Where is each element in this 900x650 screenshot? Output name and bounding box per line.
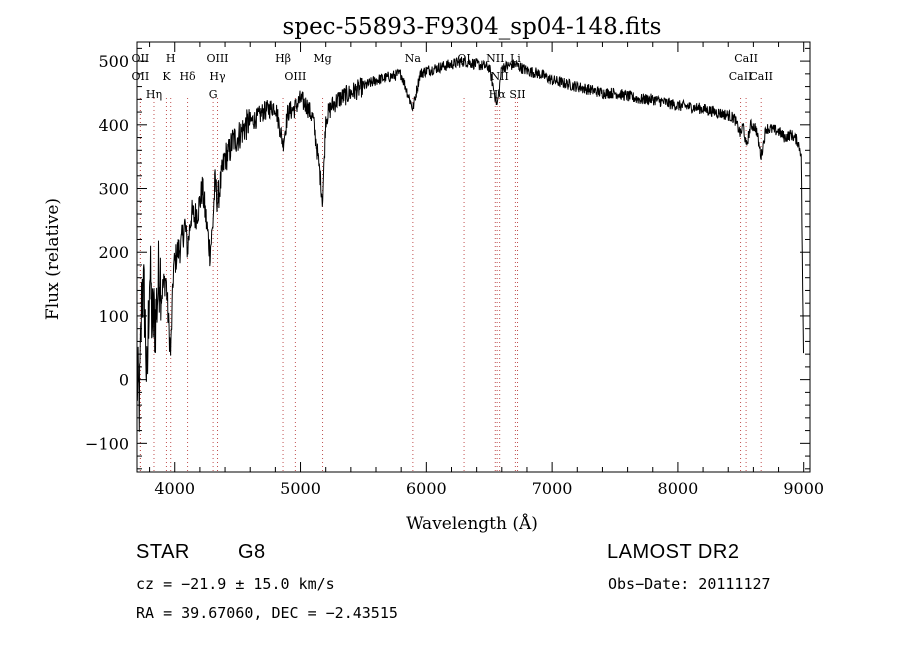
x-tick-label: 4000 [154, 479, 195, 498]
plot-frame [136, 41, 811, 473]
spectral-line-label: Li [510, 52, 521, 65]
spectral-line-label: H [166, 52, 176, 65]
observation-date: Obs−Date: 20111127 [608, 575, 771, 593]
redshift-velocity: cz = −21.9 ± 15.0 km/s [136, 575, 335, 593]
spectral-line-label: Mg [313, 52, 331, 65]
y-axis-label: Flux (relative) [43, 198, 63, 320]
y-tick-label: 200 [98, 243, 129, 262]
spectral-line-label: CaII [749, 70, 773, 83]
spectral-line-label: NII [491, 70, 509, 83]
y-tick-label: 0 [119, 371, 129, 390]
object-subclass: G8 [238, 541, 266, 563]
coordinates: RA = 39.67060, DEC = −2.43515 [136, 604, 398, 622]
x-axis-label: Wavelength (Å) [406, 513, 538, 534]
spectral-line-label: NII [486, 52, 504, 65]
spectral-line-label: Hβ [275, 52, 291, 65]
y-tick-label: 300 [98, 180, 129, 199]
spectral-line-label: CaII [729, 70, 753, 83]
y-tick-label: 500 [98, 52, 129, 71]
chart-title: spec-55893-F9304_sp04-148.fits [283, 14, 662, 40]
y-tick-label: 100 [98, 307, 129, 326]
spectral-line-label: OIII [284, 70, 306, 83]
spectral-line-label: Hγ [209, 70, 226, 83]
x-tick-label: 6000 [406, 479, 447, 498]
spectral-line-label: SII [509, 88, 525, 101]
object-class: STAR [136, 541, 190, 563]
spectral-line-label: Hδ [179, 70, 196, 83]
x-tick-label: 8000 [658, 479, 699, 498]
spectral-line-label: OIII [206, 52, 228, 65]
axis-ticks: 4000 5000 6000 7000 8000 9000 −100 0 100 200 300 40… [85, 42, 824, 498]
spectrum-line [136, 56, 804, 432]
spectral-line-label: G [209, 88, 218, 101]
spectrum-series [136, 56, 804, 432]
spectral-line-label: CaII [734, 52, 758, 65]
spectral-line-label: Hα [489, 88, 507, 101]
y-tick-label: −100 [85, 434, 129, 453]
x-tick-label: 7000 [532, 479, 573, 498]
plot-border [136, 41, 811, 473]
spectral-line-label: Na [405, 52, 422, 65]
spectral-line-label: OII [132, 52, 150, 65]
survey-name: LAMOST DR2 [607, 541, 740, 563]
x-tick-label: 5000 [280, 479, 321, 498]
spectral-line-label: K [162, 70, 171, 83]
y-tick-label: 400 [98, 116, 129, 135]
spectral-line-label: OII [132, 70, 150, 83]
spectral-line-label: Hη [146, 88, 162, 101]
x-tick-label: 9000 [783, 479, 824, 498]
